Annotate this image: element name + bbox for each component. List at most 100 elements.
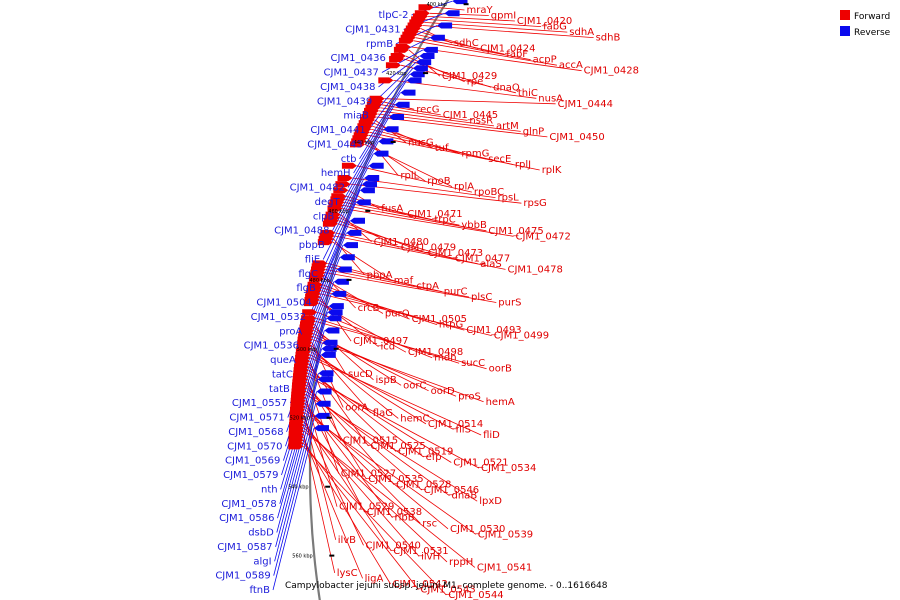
forward-gene-label: purQ [385,309,410,320]
forward-gene-label: rplL [400,171,419,182]
forward-gene [393,46,409,53]
forward-gene-label: flaG [373,408,393,419]
forward-gene-label: CJM1_0529 [339,502,394,513]
forward-gene-label: rpoBC [474,187,504,198]
forward-gene-label: efp [426,452,442,463]
forward-leader-line [305,397,338,507]
forward-gene-label: CJM1_0514 [428,419,483,430]
forward-gene-label: dnaQ [493,82,520,93]
forward-leader-line [308,369,424,458]
reverse-gene [359,187,375,194]
forward-gene-label: rpoB [427,176,451,187]
forward-gene-label: ligA [365,573,384,584]
forward-leader-line [337,223,454,259]
forward-gene-label: CJM1_0493 [466,325,521,336]
reverse-leader-line [273,415,316,576]
forward-gene-label: fabF [506,49,528,60]
forward-gene-label: ribB [395,513,415,524]
forward-gene-label: CJM1_0471 [407,209,462,220]
forward-gene-label: lpxD [479,496,502,507]
forward-gene-label: CJM1_0450 [549,132,604,143]
reverse-gene [316,388,332,395]
forward-gene-label: rplK [542,165,562,176]
forward-gene-label: CJM1_0424 [480,44,535,55]
forward-gene-label: CJM1_0497 [353,336,408,347]
forward-leader-line [314,327,374,381]
tick-label: 520 kbp [290,416,310,422]
reverse-gene-label: clpB [313,211,335,222]
reverse-gene [409,71,425,78]
tick-mark [463,3,469,6]
forward-gene-label: dnaB [452,491,478,502]
forward-leader-line [304,412,477,535]
forward-leader-line [305,394,478,502]
reverse-gene [412,65,428,72]
tick-label: 460 kbp [328,209,348,215]
reverse-gene [315,400,331,407]
gene-features [288,0,468,450]
forward-gene-label: hemC [400,413,429,424]
forward-leader-line [310,351,427,425]
forward-leader-line [344,202,460,226]
reverse-gene [400,89,416,96]
reverse-gene-label: CJM1_0441 [310,125,365,136]
forward-gene-label: sdhA [569,27,594,38]
tick-label: 480 kbp [310,278,330,284]
forward-gene-label: CJM1_0540 [366,540,421,551]
reverse-gene-label: degT [315,197,341,208]
forward-leader-line [323,278,384,314]
forward-gene [302,309,318,316]
reverse-gene-label: ctb [341,154,357,165]
forward-leader-line [303,446,447,596]
forward-gene-label: rplA [454,182,474,193]
forward-gene-label: CJM1_0539 [478,529,533,540]
forward-leader-line [427,16,515,22]
forward-gene-label: lysC [337,568,358,579]
forward-gene-label: rpsL [498,193,520,204]
forward-gene-label: mraY [467,5,494,16]
forward-gene-label: maf [394,275,414,286]
forward-leader-line [320,293,492,336]
forward-gene-label: CJM1_0478 [508,264,563,275]
reverse-gene [339,254,355,261]
reverse-gene [383,126,399,133]
forward-gene-label: CJM1_0538 [367,507,422,518]
forward-leader-line [309,357,482,436]
legend-label-reverse: Reverse [854,28,891,38]
forward-leader-line [380,107,468,121]
forward-gene-label: CJM1_0480 [374,237,429,248]
legend-swatch-forward [840,10,850,20]
forward-gene-label: CJM1_0505 [412,314,467,325]
tick-label: 400 kbp [427,2,447,8]
reverse-gene-label: flgC [298,269,318,280]
tick-label: 540 kbp [288,485,308,491]
forward-gene-label: recG [416,104,439,115]
reverse-gene-label: algI [253,556,271,567]
forward-leader-line [321,290,465,331]
reverse-leader-line [337,141,379,217]
forward-leader-line [368,134,540,171]
reverse-gene-label: CJM1_0536 [244,341,299,352]
forward-gene-label: CJM1_0519 [398,447,453,458]
forward-gene-label: sdhC [454,38,479,49]
forward-gene-label: CJM1_0498 [408,347,463,358]
reverse-gene-label: CJM1_0488 [274,226,329,237]
forward-gene [418,4,434,11]
reverse-gene [368,162,384,169]
forward-gene-label: mdh [434,353,456,364]
reverse-gene-label: CJM1_0436 [331,53,386,64]
forward-gene-label: sdhB [596,33,621,44]
forward-gene-label: gpmI [491,11,516,22]
forward-leader-line [303,437,363,579]
forward-gene-label: trpC [434,215,455,226]
forward-gene [288,443,304,450]
tick-mark [365,209,371,212]
genome-caption: Campylobacter jejuni subsp. jejuni M1, c… [285,581,608,591]
forward-leader-line [313,330,402,386]
forward-gene-label: plsC [471,292,492,303]
forward-gene-label: CJM1_0420 [517,16,572,27]
forward-gene-label: glnP [523,126,545,137]
reverse-gene-label: ftnB [250,585,271,596]
reverse-gene [326,315,342,322]
